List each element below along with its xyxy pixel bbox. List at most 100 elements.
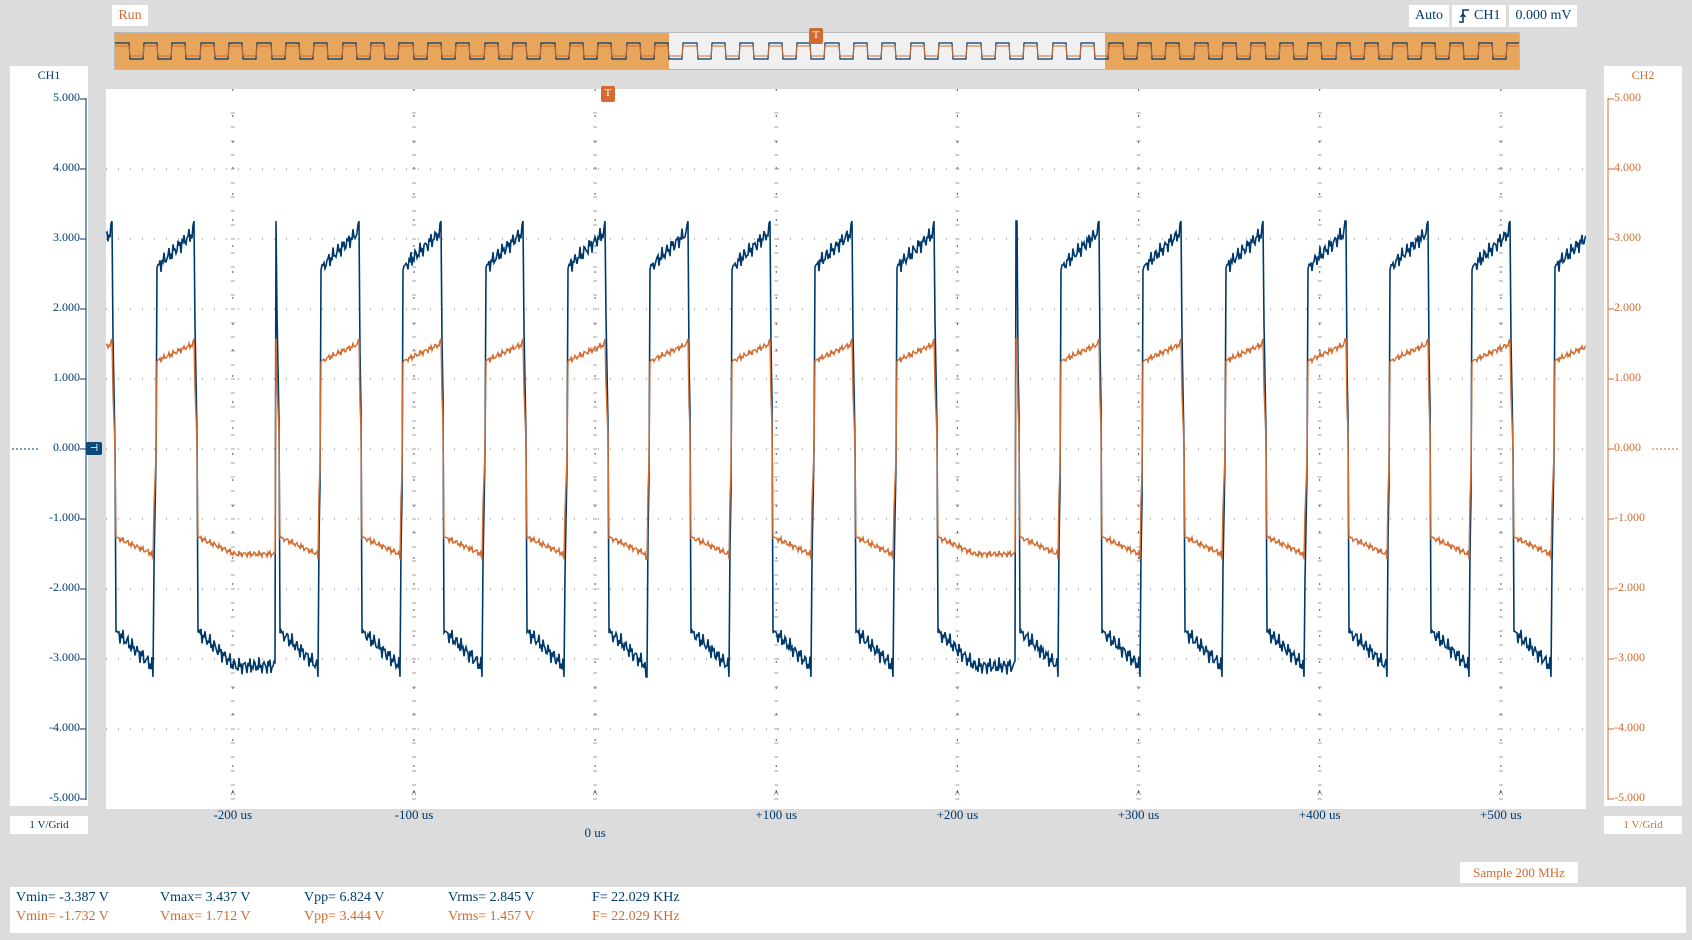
ch2-y-tick-mark <box>1608 168 1614 170</box>
x-tick-arrow: ^ <box>1317 789 1323 800</box>
ch2-y-tick-label: 2.000 <box>1614 300 1641 314</box>
ch2-y-tick-mark <box>1608 518 1614 520</box>
ch2-y-tick-label: 4.000 <box>1614 160 1641 174</box>
x-tick-arrow: ^ <box>230 789 236 800</box>
ch2-y-tick-mark <box>1608 448 1614 450</box>
x-tick-label: +400 us <box>1298 807 1341 822</box>
trigger-marker-label: T <box>812 29 820 41</box>
ch1-zero-level-handle[interactable]: ⊣ <box>86 442 102 455</box>
ch1-y-tick-label: 1.000 <box>53 370 80 384</box>
ch1-y-tick-mark <box>80 98 86 100</box>
ch1-scale-label[interactable]: 1 V/Grid <box>10 816 88 834</box>
ch2-y-tick-label: -1.000 <box>1614 510 1645 524</box>
x-tick-label: +300 us <box>1117 807 1160 822</box>
ch1-y-tick-label: -5.000 <box>49 790 80 804</box>
ch2-y-tick-label: 1.000 <box>1614 370 1641 384</box>
ch1-y-tick-label: -4.000 <box>49 720 80 734</box>
ch1-axis: 5.000 4.000 3.000 2.000 1.000 0.000 -1.000 -2.0… <box>10 84 88 806</box>
x-tick-arrow: ^ <box>411 789 417 800</box>
ch2-y-tick-label: 0.000 <box>1614 440 1641 454</box>
x-tick-label: -200 us <box>213 807 253 822</box>
x-tick-label: +200 us <box>936 807 979 822</box>
ch2-y-tick-label: -2.000 <box>1614 580 1645 594</box>
overview-right-shade <box>1105 33 1519 69</box>
ch2-y-tick-mark <box>1608 728 1614 730</box>
ch2-y-tick-mark <box>1608 308 1614 310</box>
ch2-y-tick-label: 3.000 <box>1614 230 1641 244</box>
trigger-level-field[interactable]: 0.000 mV <box>1509 5 1578 27</box>
ch2-zero-marker-line <box>1652 448 1680 450</box>
ch2-y-tick-label: -5.000 <box>1614 790 1645 804</box>
ch1-y-tick-label: -1.000 <box>49 510 80 524</box>
ch1-y-tick-mark <box>80 798 86 800</box>
trigger-channel-label: CH1 <box>1474 8 1501 23</box>
x-tick-arrow: ^ <box>592 789 598 800</box>
ch1-y-tick-label: -2.000 <box>49 580 80 594</box>
ch1-y-tick-mark <box>80 728 86 730</box>
ch2-vpp: Vpp= 3.444 V <box>304 909 385 924</box>
overview-left-shade <box>115 33 669 69</box>
x-tick-label: -100 us <box>394 807 434 822</box>
rising-edge-icon <box>1459 9 1469 23</box>
ch1-y-tick-label: 3.000 <box>53 230 80 244</box>
ch1-y-tick-mark <box>80 658 86 660</box>
x-tick-label: +500 us <box>1480 807 1522 822</box>
overview-ch2-trace <box>115 45 1519 57</box>
ch1-vmin: Vmin= -3.387 V <box>16 890 109 905</box>
ch2-vmax: Vmax= 1.712 V <box>160 909 251 924</box>
x-tick-arrow: ^ <box>955 789 960 800</box>
run-button[interactable]: Run <box>112 5 148 26</box>
plot-trigger-marker[interactable]: T <box>601 86 615 102</box>
ch1-y-tick-label: -3.000 <box>49 650 80 664</box>
measurements-panel: Vmin= -3.387 V Vmax= 3.437 V Vpp= 6.824 … <box>10 887 1686 933</box>
x-tick-label: +100 us <box>755 807 798 822</box>
sample-rate-label: Sample 200 MHz <box>1460 862 1578 883</box>
ch2-vmin: Vmin= -1.732 V <box>16 909 109 924</box>
ch2-y-tick-label: 5.000 <box>1614 90 1641 104</box>
ch1-zero-marker-line <box>12 448 40 450</box>
x-tick-label: 0 us <box>584 825 606 840</box>
ch2-y-tick-mark <box>1608 98 1614 100</box>
ch1-frequency: F= 22.029 KHz <box>592 890 680 905</box>
ch2-frequency: F= 22.029 KHz <box>592 909 680 924</box>
ch2-y-tick-mark <box>1608 658 1614 660</box>
ch2-vrms: Vrms= 1.457 V <box>448 909 535 924</box>
ch1-header[interactable]: CH1 <box>10 66 88 84</box>
ch1-y-tick-mark <box>80 518 86 520</box>
ch1-y-tick-mark <box>80 448 86 450</box>
overview-trigger-marker[interactable]: T <box>809 28 823 44</box>
ch2-y-tick-mark <box>1608 798 1614 800</box>
ch1-vmax: Vmax= 3.437 V <box>160 890 251 905</box>
ch1-y-tick-mark <box>80 238 86 240</box>
ch1-y-tick-label: 5.000 <box>53 90 80 104</box>
ch2-axis: 5.000 4.000 3.000 2.000 1.000 0.000 -1.000 -2.0… <box>1604 84 1682 806</box>
trigger-settings: Auto CH1 0.000 mV <box>1409 5 1578 27</box>
ch1-y-tick-mark <box>80 588 86 590</box>
trigger-source-button[interactable]: CH1 <box>1452 5 1507 27</box>
ch1-y-tick-mark <box>80 308 86 310</box>
ch2-y-tick-mark <box>1608 378 1614 380</box>
ch2-scale-label[interactable]: 1 V/Grid <box>1604 816 1682 834</box>
ch1-y-tick-mark <box>80 378 86 380</box>
trigger-mode-button[interactable]: Auto <box>1409 5 1449 27</box>
ch1-y-tick-label: 4.000 <box>53 160 80 174</box>
scope-display <box>106 89 1586 809</box>
x-tick-arrow: ^ <box>1498 789 1504 800</box>
x-tick-arrow: ^ <box>1136 789 1141 800</box>
ch2-header[interactable]: CH2 <box>1604 66 1682 84</box>
ch2-y-tick-mark <box>1608 588 1614 590</box>
overview-waveform <box>115 33 1519 69</box>
ch1-y-tick-mark <box>80 168 86 170</box>
ch2-y-tick-mark <box>1608 238 1614 240</box>
scope-plot-area[interactable]: T <box>106 86 1586 809</box>
ch1-waveform <box>106 220 1586 678</box>
overview-ch1-trace <box>115 42 1519 60</box>
ch2-y-tick-label: -4.000 <box>1614 720 1645 734</box>
ch1-y-tick-label: 0.000 <box>53 440 80 454</box>
x-tick-arrow: ^ <box>773 789 779 800</box>
ch2-y-tick-label: -3.000 <box>1614 650 1645 664</box>
plot-trigger-marker-label: T <box>604 87 612 99</box>
ch2-waveform <box>106 338 1586 560</box>
ch1-y-tick-label: 2.000 <box>53 300 80 314</box>
ch1-vrms: Vrms= 2.845 V <box>448 890 535 905</box>
